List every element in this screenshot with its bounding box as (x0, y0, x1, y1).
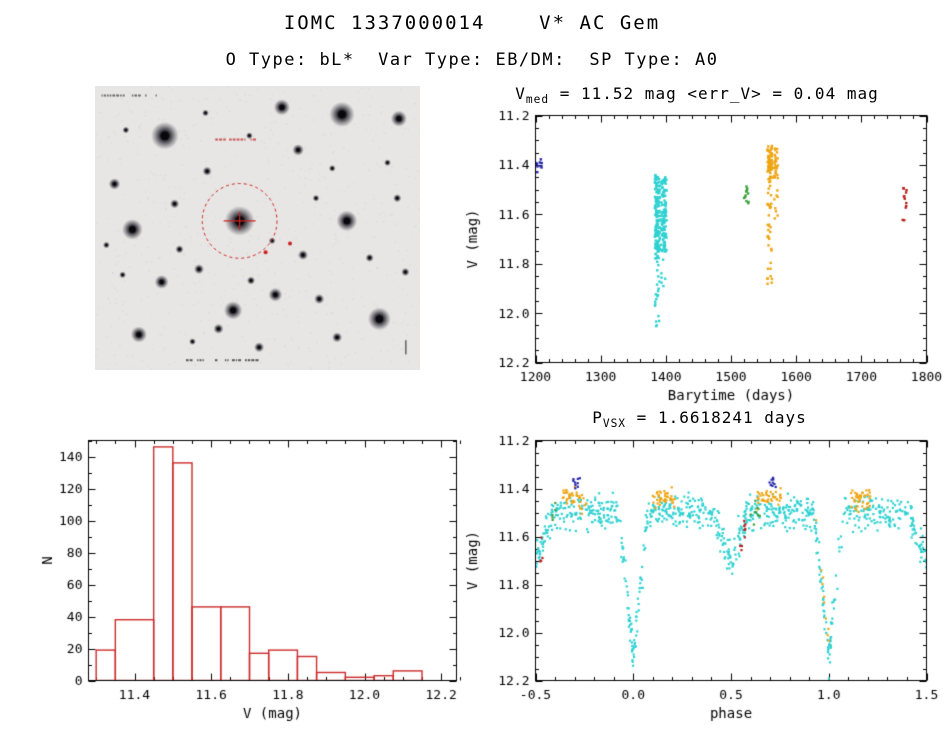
page-subtitle: O Type: bL* Var Type: EB/DM: SP Type: A0 (225, 50, 719, 70)
lightcurve-plot (455, 100, 944, 410)
phase-folded-plot (455, 430, 944, 742)
finder-chart-image (95, 86, 420, 370)
phase-folded-title: PVSX = 1.6618241 days (592, 408, 807, 431)
histogram-plot (30, 430, 470, 742)
lightcurve-title: Vmed = 11.52 mag <err_V> = 0.04 mag (515, 84, 879, 106)
page-title: IOMC 1337000014 V* AC Gem (283, 12, 661, 34)
